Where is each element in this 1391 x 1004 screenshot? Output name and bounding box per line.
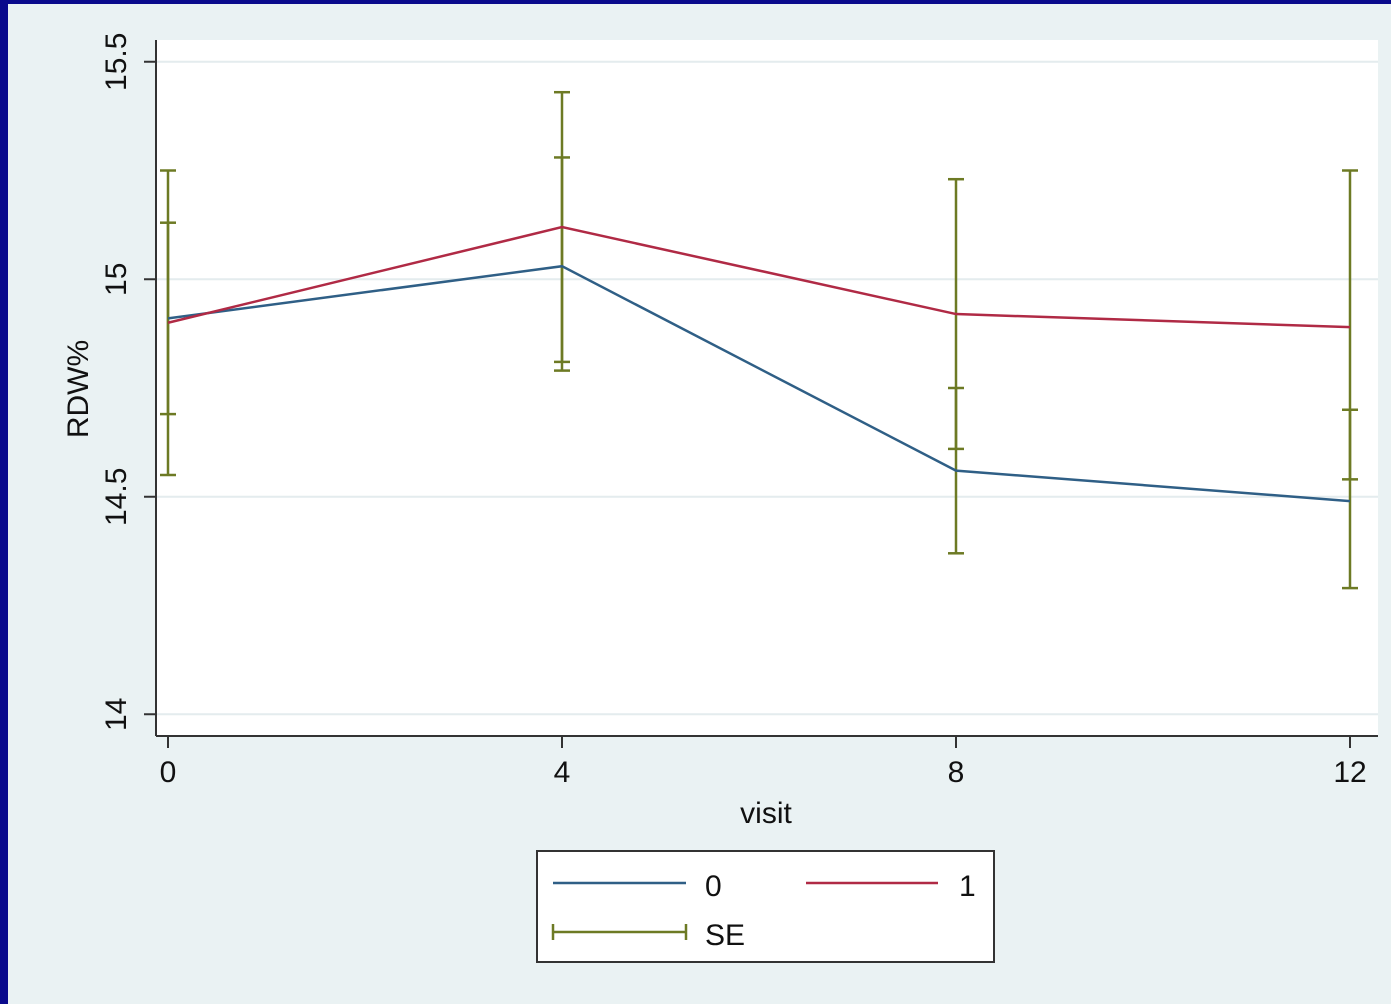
series-lines [167,225,1351,503]
grid-lines [156,60,1378,716]
x-tick-label: 8 [948,756,965,789]
legend-swatch-se [551,924,688,940]
axes [144,40,1378,748]
chart-svg: 14 14.5 15 15.5 0 4 8 12 visit RDW% 0 1 SE [62,33,1378,963]
y-tick-label: 14.5 [100,468,133,526]
x-tick-label: 12 [1333,756,1366,789]
legend-label-series-0: 0 [705,870,722,903]
series-line-1 [167,225,1351,329]
series-line-0 [167,264,1351,503]
legend: 0 1 SE [536,850,995,963]
plot-region [156,40,1378,736]
y-tick-label: 15.5 [100,33,133,91]
legend-label-se: SE [705,919,745,952]
legend-box [536,850,995,963]
chart-area: 14 14.5 15 15.5 0 4 8 12 visit RDW% 0 1 SE [8,4,1391,1004]
legend-label-series-1: 1 [959,870,976,903]
y-tick-label: 15 [100,263,133,296]
x-axis-title: visit [740,797,792,830]
x-tick-label: 0 [160,756,177,789]
y-axis-title: RDW% [62,340,95,438]
tick-labels: 14 14.5 15 15.5 0 4 8 12 [100,33,1367,789]
y-tick-label: 14 [100,698,133,731]
x-tick-label: 4 [554,756,571,789]
